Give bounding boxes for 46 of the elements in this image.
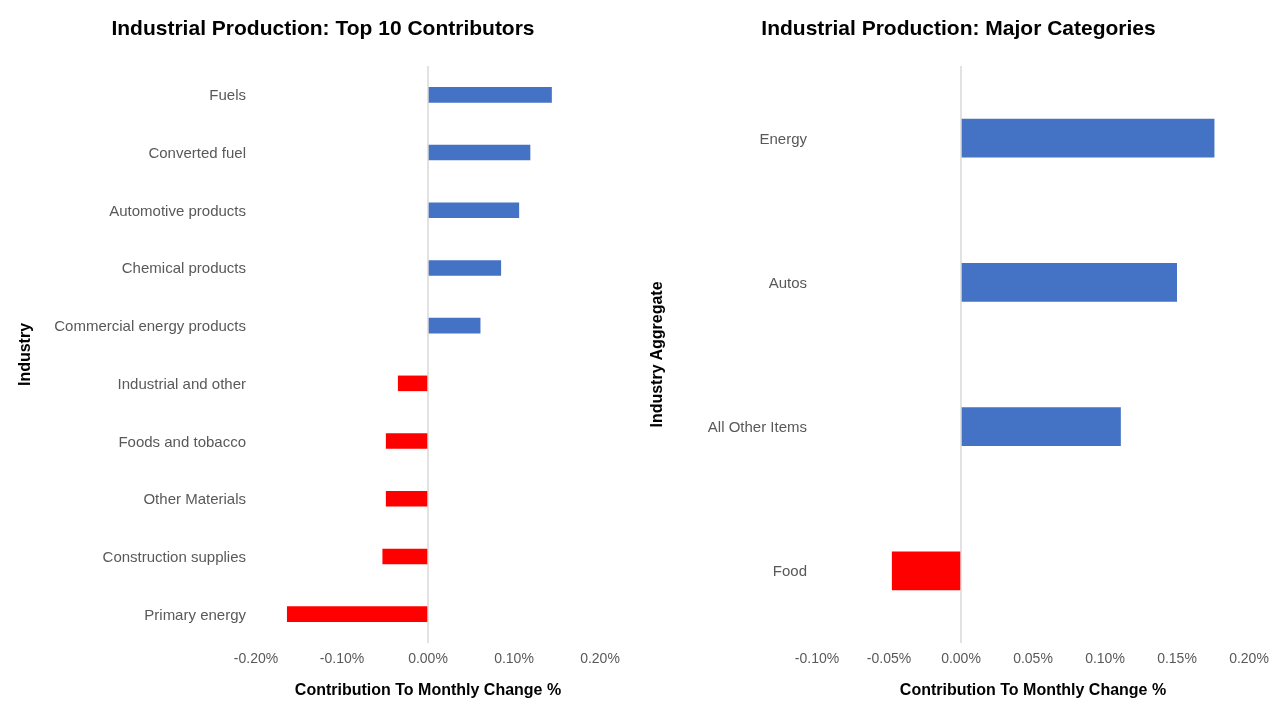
x-axis-title: Contribution To Monthly Change % bbox=[899, 680, 1167, 698]
bar bbox=[961, 407, 1121, 447]
y-tick-label: All Other Items bbox=[707, 418, 807, 436]
bar bbox=[428, 260, 502, 276]
bar bbox=[397, 375, 428, 392]
y-tick-label: Fuels bbox=[209, 86, 246, 104]
y-tick-label: Industrial and other bbox=[117, 374, 246, 392]
bar bbox=[385, 433, 428, 449]
x-tick-label: -0.20% bbox=[233, 650, 279, 666]
x-tick-label: -0.05% bbox=[866, 650, 912, 666]
x-tick-label: 0.15% bbox=[1157, 650, 1197, 666]
chart-title: Industrial Production: Top 10 Contributors bbox=[111, 16, 535, 39]
bar bbox=[428, 87, 552, 103]
bar bbox=[385, 490, 428, 507]
y-tick-label: Food bbox=[772, 562, 807, 580]
bar bbox=[428, 202, 520, 219]
x-tick-label: 0.00% bbox=[941, 650, 981, 666]
x-tick-label: -0.10% bbox=[319, 650, 365, 666]
x-tick-label: 0.05% bbox=[1013, 650, 1053, 666]
chart-title: Industrial Production: Major Categories bbox=[761, 16, 1156, 39]
y-tick-label: Energy bbox=[759, 129, 808, 147]
bar bbox=[961, 118, 1215, 158]
x-tick-label: 0.10% bbox=[1085, 650, 1125, 666]
y-tick-label: Primary energy bbox=[144, 605, 247, 623]
y-tick-label: Autos bbox=[768, 273, 807, 291]
bar bbox=[891, 551, 961, 591]
bar bbox=[961, 262, 1177, 302]
x-tick-label: 0.10% bbox=[494, 650, 534, 666]
x-tick-label: 0.20% bbox=[580, 650, 620, 666]
y-tick-label: Commercial energy products bbox=[54, 317, 246, 335]
x-tick-label: 0.20% bbox=[1229, 650, 1269, 666]
y-tick-label: Chemical products bbox=[121, 259, 246, 277]
y-tick-label: Construction supplies bbox=[102, 547, 246, 565]
bar bbox=[428, 317, 481, 334]
bar bbox=[428, 144, 531, 161]
bar bbox=[382, 548, 428, 565]
y-tick-label: Other Materials bbox=[143, 490, 246, 508]
x-tick-label: -0.10% bbox=[794, 650, 840, 666]
y-axis-title: Industry bbox=[15, 322, 33, 387]
y-tick-label: Converted fuel bbox=[148, 144, 246, 162]
x-axis-title: Contribution To Monthly Change % bbox=[294, 680, 562, 698]
y-tick-label: Foods and tobacco bbox=[118, 432, 246, 450]
y-axis-title: Industry Aggregate bbox=[647, 281, 665, 428]
x-tick-label: 0.00% bbox=[408, 650, 448, 666]
bar bbox=[286, 606, 428, 622]
y-tick-label: Automotive products bbox=[109, 201, 246, 219]
